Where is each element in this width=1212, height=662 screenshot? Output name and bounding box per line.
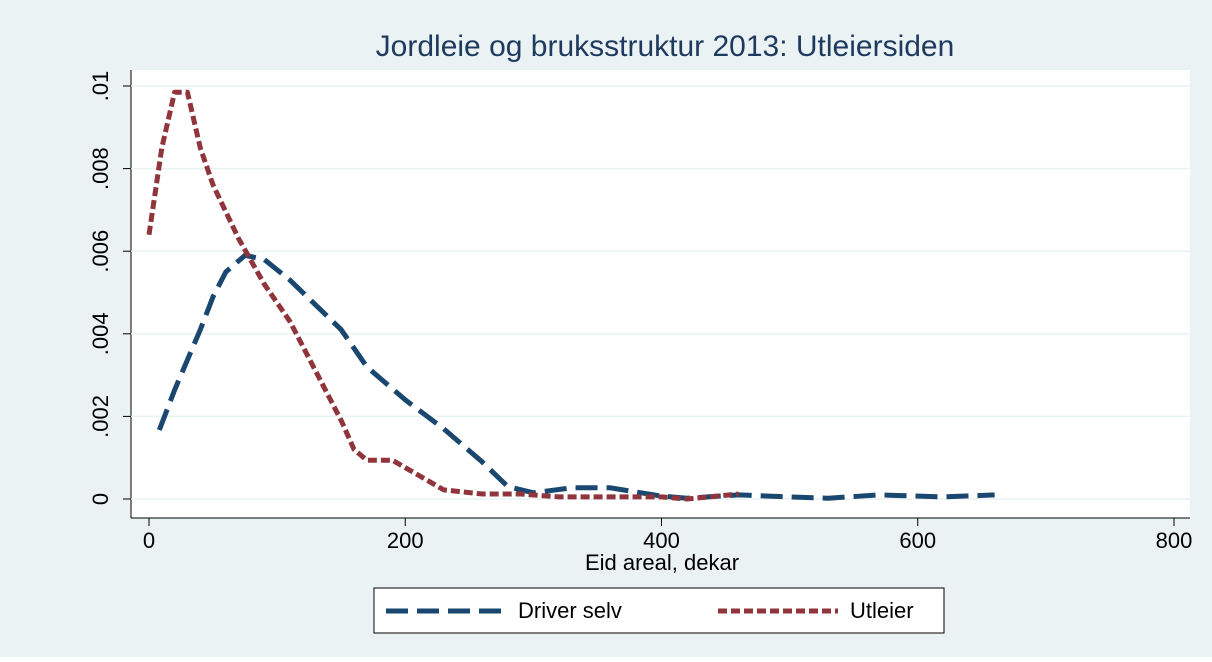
chart-title: Jordleie og bruksstruktur 2013: Utleiers… [376, 30, 955, 63]
x-axis-label: Eid areal, dekar [585, 550, 739, 575]
x-tick-label: 0 [143, 528, 155, 553]
x-tick-label: 600 [899, 528, 936, 553]
x-tick-label: 400 [643, 528, 680, 553]
y-tick-label: .004 [88, 312, 113, 355]
y-tick-label: .01 [88, 71, 113, 102]
y-tick-label: 0 [88, 493, 113, 505]
y-tick-label: .002 [88, 395, 113, 438]
x-tick-label: 200 [387, 528, 424, 553]
y-tick-label: .008 [88, 147, 113, 190]
line-series [156, 252, 995, 501]
legend-label: Driver selv [518, 598, 622, 623]
legend-label: Utleier [850, 598, 914, 623]
x-tick-label: 800 [1156, 528, 1193, 553]
y-tick-label: .006 [88, 230, 113, 273]
line-series [146, 89, 739, 502]
plot-area [131, 70, 1190, 518]
